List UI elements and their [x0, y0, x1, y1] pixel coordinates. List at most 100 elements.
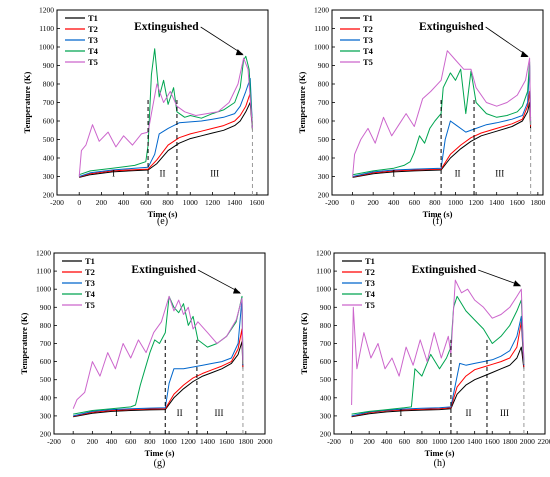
- x-tick-label: 1800: [502, 437, 517, 446]
- x-tick-label: 400: [118, 198, 130, 207]
- y-axis-label: Temperature (K): [22, 72, 32, 134]
- stage-label: III: [500, 408, 509, 418]
- y-tick-label: 1100: [314, 24, 329, 33]
- y-tick-label: 200: [320, 430, 332, 439]
- x-tick-label: -200: [50, 198, 64, 207]
- x-tick-label: 200: [87, 437, 99, 446]
- y-tick-label: 800: [40, 321, 52, 330]
- y-tick-label: 500: [43, 135, 55, 144]
- x-tick-label: 800: [429, 198, 441, 207]
- annotation-arrowhead: [513, 280, 522, 287]
- y-tick-label: 200: [318, 191, 330, 200]
- y-tick-label: 300: [320, 411, 332, 420]
- x-tick-label: 2200: [538, 437, 550, 446]
- y-tick-label: 300: [43, 172, 55, 181]
- y-tick-label: 1100: [316, 267, 331, 276]
- x-tick-label: 1800: [238, 437, 253, 446]
- series-line-t1: [73, 341, 244, 418]
- stage-label: II: [466, 408, 472, 418]
- x-tick-label: 1400: [489, 198, 504, 207]
- series-line-t5: [352, 50, 532, 177]
- extinguished-annotation: Extinguished: [131, 264, 196, 276]
- x-tick-label: 800: [144, 437, 156, 446]
- x-tick-label: 1800: [530, 198, 545, 207]
- series-line-t2: [352, 90, 532, 178]
- y-tick-label: 900: [43, 61, 55, 70]
- x-tick-label: 1600: [510, 198, 525, 207]
- y-tick-label: 200: [40, 430, 52, 439]
- x-tick-label: -200: [47, 437, 61, 446]
- series-line-t4: [352, 61, 532, 176]
- x-tick-label: 1000: [448, 198, 463, 207]
- legend-label-t5: T5: [363, 57, 373, 67]
- x-tick-label: 1600: [219, 437, 234, 446]
- y-tick-label: 400: [318, 154, 330, 163]
- x-tick-label: 600: [125, 437, 137, 446]
- y-tick-label: 700: [318, 98, 330, 107]
- x-tick-label: 600: [140, 198, 152, 207]
- x-tick-label: 1400: [200, 437, 215, 446]
- y-tick-label: 400: [43, 154, 55, 163]
- x-tick-label: 200: [364, 437, 376, 446]
- series-line-t3: [352, 65, 532, 177]
- stage-label: I: [392, 169, 395, 179]
- y-axis-label: Temperature (K): [299, 313, 309, 375]
- x-tick-label: 800: [416, 437, 428, 446]
- annotation-arrow-line: [197, 269, 241, 293]
- x-tick-label: 400: [106, 437, 118, 446]
- x-axis-label: Time (s): [423, 209, 453, 219]
- y-tick-label: 1200: [36, 249, 51, 258]
- legend-label-t5: T5: [88, 57, 98, 67]
- series-line-t5: [72, 295, 244, 409]
- y-tick-label: 1200: [39, 6, 54, 15]
- extinguished-annotation: Extinguished: [134, 21, 199, 33]
- y-tick-label: 300: [318, 172, 330, 181]
- y-axis-label: Temperature (K): [297, 72, 307, 134]
- x-tick-label: 1600: [485, 437, 500, 446]
- legend-label-t1: T1: [88, 13, 98, 23]
- stage-label: III: [210, 169, 219, 179]
- x-tick-label: 1200: [450, 437, 465, 446]
- y-tick-label: 600: [320, 357, 332, 366]
- y-tick-label: 800: [320, 321, 332, 330]
- y-tick-label: 800: [318, 80, 330, 89]
- y-tick-label: 900: [40, 303, 52, 312]
- stage-label: III: [214, 408, 223, 418]
- y-tick-label: 800: [43, 80, 55, 89]
- chart-panel-2: -200 0 200 400 600 800 1000 1200 1400 1600 1800 200…: [19, 249, 273, 470]
- legend-label-t5: T5: [85, 300, 95, 310]
- y-tick-label: 1100: [36, 267, 51, 276]
- y-tick-label: 300: [40, 411, 52, 420]
- y-tick-label: 1000: [316, 285, 331, 294]
- legend-label-t1: T1: [365, 256, 375, 266]
- y-tick-label: 600: [43, 117, 55, 126]
- extinguished-annotation: Extinguished: [412, 264, 477, 276]
- series-line-t3: [351, 315, 525, 417]
- panel-label: (e): [157, 216, 168, 227]
- y-tick-label: 900: [318, 61, 330, 70]
- annotation-arrow-line: [478, 269, 521, 286]
- x-tick-label: 200: [96, 198, 108, 207]
- x-tick-label: 1000: [183, 198, 198, 207]
- legend-label-t3: T3: [85, 278, 95, 288]
- series-line-t4: [73, 295, 244, 415]
- y-tick-label: 1000: [39, 43, 54, 52]
- chart-panel-1: -200 0 200 400 600 800 1000 1200 1400 1600 1800 200…: [297, 6, 546, 228]
- x-tick-label: 1000: [162, 437, 177, 446]
- x-tick-label: 1200: [205, 198, 220, 207]
- x-tick-label: 600: [399, 437, 411, 446]
- series-line-t3: [79, 78, 253, 177]
- stage-label: III: [495, 169, 504, 179]
- y-tick-label: 600: [40, 357, 52, 366]
- y-tick-label: 700: [320, 339, 332, 348]
- y-axis-label: Temperature (K): [19, 313, 29, 375]
- x-axis-label: Time (s): [145, 448, 175, 458]
- legend-label-t4: T4: [365, 289, 376, 299]
- stage-label: II: [160, 169, 166, 179]
- legend-label-t1: T1: [363, 13, 373, 23]
- x-tick-label: 2000: [258, 437, 273, 446]
- legend-label-t2: T2: [85, 267, 95, 277]
- legend-label-t5: T5: [365, 300, 375, 310]
- series-line-t1: [351, 346, 525, 418]
- series-line-t3: [73, 297, 244, 417]
